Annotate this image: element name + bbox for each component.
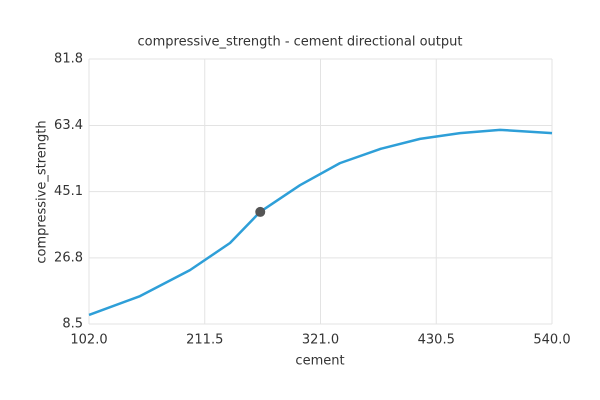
x-tick-label: 211.5 [186, 333, 223, 348]
y-tick-label: 26.8 [54, 250, 83, 265]
x-tick-label: 102.0 [70, 333, 107, 348]
y-axis-label: compressive_strength [35, 120, 50, 263]
current-point [255, 206, 266, 217]
y-tick-label: 8.5 [62, 317, 83, 332]
line-series [88, 128, 553, 317]
x-axis-label: cement [295, 354, 344, 369]
y-tick-label: 45.1 [54, 184, 83, 199]
x-tick-label: 540.0 [533, 333, 570, 348]
x-tick-label: 321.0 [302, 333, 339, 348]
y-tick-label: 81.8 [54, 52, 83, 67]
chart-title: compressive_strength - cement directiona… [138, 35, 463, 50]
x-tick-label: 430.5 [418, 333, 455, 348]
y-tick-label: 63.4 [54, 118, 83, 133]
